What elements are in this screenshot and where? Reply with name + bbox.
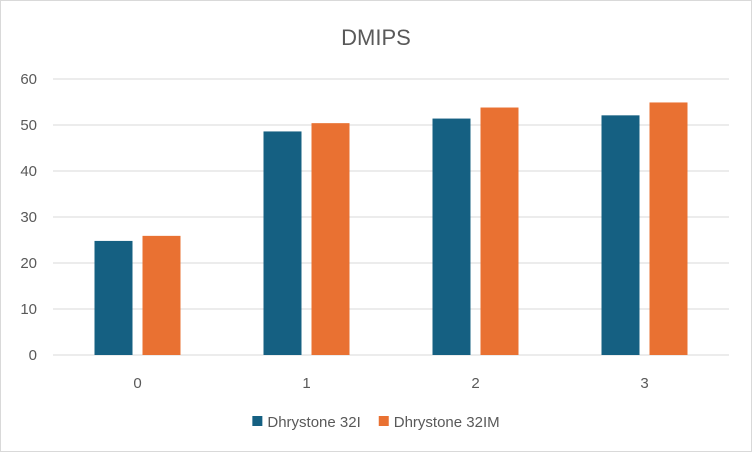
x-tick-label: 2 (471, 375, 479, 392)
y-tick-label: 20 (20, 255, 37, 272)
legend-item: Dhrystone 32I (252, 414, 361, 431)
legend-swatch (252, 416, 263, 426)
legend: Dhrystone 32I Dhrystone 32IM (252, 414, 500, 431)
bar-dhrystone-32i-3 (601, 115, 640, 355)
bars (94, 102, 688, 356)
bar-dhrystone-32im-1 (311, 123, 350, 355)
legend-label: Dhrystone 32I (267, 414, 360, 431)
bar-dhrystone-32i-1 (263, 131, 302, 355)
y-tick-label: 30 (20, 209, 37, 226)
x-tick-label: 3 (640, 375, 648, 392)
x-tick-label: 1 (302, 375, 310, 392)
bar-dhrystone-32im-3 (649, 102, 688, 356)
y-tick-label: 10 (20, 301, 37, 318)
bar-dhrystone-32i-0 (94, 240, 133, 355)
x-tick-label: 0 (133, 375, 141, 392)
x-axis-ticks: 0 1 2 3 (133, 375, 648, 392)
y-tick-label: 40 (20, 163, 37, 180)
legend-item: Dhrystone 32IM (378, 414, 500, 431)
y-axis-ticks: 0 10 20 30 40 50 60 (20, 71, 37, 364)
bar-dhrystone-32im-0 (142, 235, 181, 355)
bar-dhrystone-32im-2 (480, 107, 519, 356)
legend-label: Dhrystone 32IM (394, 414, 500, 431)
y-tick-label: 60 (20, 71, 37, 88)
legend-swatch (378, 416, 389, 426)
y-tick-label: 0 (29, 347, 37, 364)
chart-title: DMIPS (341, 25, 411, 50)
y-tick-label: 50 (20, 117, 37, 134)
bar-dhrystone-32i-2 (432, 118, 471, 355)
